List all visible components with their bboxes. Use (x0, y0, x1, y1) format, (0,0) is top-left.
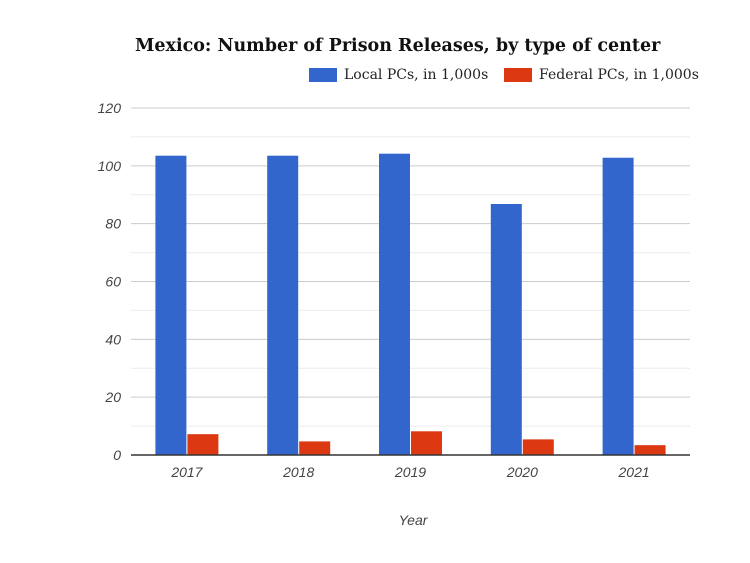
y-tick-label: 100 (98, 158, 122, 174)
chart-title: Mexico: Number of Prison Releases, by ty… (135, 36, 661, 56)
bar-federal-2021 (634, 445, 666, 455)
y-tick-label: 0 (113, 447, 121, 463)
y-tick-label: 20 (104, 389, 121, 405)
legend-label-local: Local PCs, in 1,000s (344, 67, 489, 83)
x-axis-title: Year (399, 512, 429, 528)
x-tick-label: 2021 (618, 464, 650, 480)
legend-swatch-federal (504, 68, 532, 82)
bar-local-2021 (602, 157, 634, 455)
y-tick-label: 40 (105, 331, 121, 347)
bar-federal-2017 (187, 434, 219, 455)
bar-local-2018 (267, 155, 299, 455)
bar-federal-2020 (522, 439, 554, 455)
x-tick-label: 2018 (282, 464, 314, 480)
bar-federal-2019 (411, 431, 442, 455)
legend-item-local[interactable]: Local PCs, in 1,000s (309, 67, 488, 83)
y-tick-label: 80 (105, 216, 121, 232)
bar-local-2017 (155, 155, 187, 455)
x-tick-label: 2019 (394, 464, 426, 480)
bar-local-2019 (379, 153, 410, 455)
y-tick-label: 120 (98, 100, 122, 116)
legend-swatch-local (309, 68, 337, 82)
x-tick-label: 2020 (506, 464, 538, 480)
bar-local-2020 (490, 204, 522, 455)
y-tick-label: 60 (105, 274, 121, 290)
bar-federal-2018 (299, 441, 331, 455)
legend-label-federal: Federal PCs, in 1,000s (539, 67, 699, 83)
legend-item-federal[interactable]: Federal PCs, in 1,000s (504, 67, 699, 83)
x-tick-label: 2017 (170, 464, 203, 480)
